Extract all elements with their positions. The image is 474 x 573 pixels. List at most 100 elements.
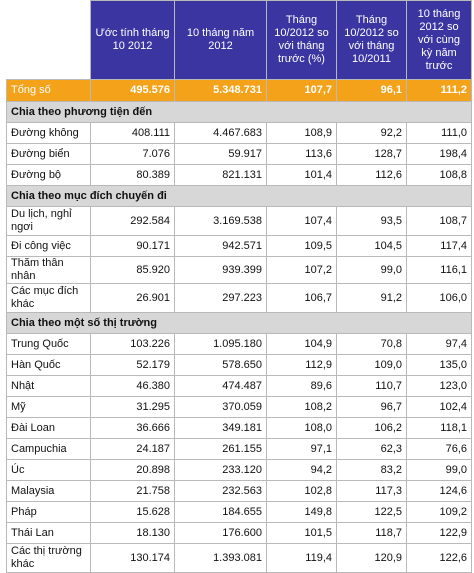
row-value: 108,0 [266,417,337,439]
row-value: 128,7 [336,143,407,165]
row-value: 104,9 [266,333,337,355]
header-ten-months-2012: 10 tháng năm 2012 [174,0,267,80]
row-value: 101,4 [266,164,337,186]
row-value: 122,9 [406,522,472,544]
row-label: Malaysia [6,480,91,502]
visitor-statistics-table: Ước tính tháng 10 2012 10 tháng năm 2012… [6,0,472,573]
row-value: 123,0 [406,375,472,397]
total-value: 96,1 [336,79,407,102]
row-value: 119,4 [266,543,337,573]
row-value: 108,2 [266,396,337,418]
row-value: 117,4 [406,235,472,257]
row-value: 76,6 [406,438,472,460]
row-value: 118,7 [336,522,407,544]
row-value: 20.898 [90,459,175,481]
row-value: 122,5 [336,501,407,523]
section-title: Chia theo mục đích chuyến đi [6,185,472,207]
header-empty-cell [6,0,91,80]
table-row: Đài Loan 36.666 349.181 108,0 106,2 118,1 [6,417,472,439]
table-row: Các thị trường khác 130.174 1.393.081 119,4… [6,543,472,573]
row-value: 108,7 [406,206,472,236]
header-mom-change: Tháng 10/2012 so với tháng trước (%) [266,0,337,80]
table-row: Đường biển 7.076 59.917 113,6 128,7 198,4 [6,143,472,165]
row-value: 7.076 [90,143,175,165]
row-value: 130.174 [90,543,175,573]
row-value: 821.131 [174,164,267,186]
table-row: Mỹ 31.295 370.059 108,2 96,7 102,4 [6,396,472,418]
section-header-row: Chia theo mục đích chuyến đi [6,185,472,207]
row-label: Đường bộ [6,164,91,186]
row-label: Đi công việc [6,235,91,257]
row-value: 292.584 [90,206,175,236]
row-value: 99,0 [406,459,472,481]
row-value: 297.223 [174,283,267,313]
row-value: 106,7 [266,283,337,313]
table-row: Nhật 46.380 474.487 89,6 110,7 123,0 [6,375,472,397]
row-value: 59.917 [174,143,267,165]
row-value: 1.095.180 [174,333,267,355]
row-value: 26.901 [90,283,175,313]
row-value: 70,8 [336,333,407,355]
row-label: Thái Lan [6,522,91,544]
row-value: 111,0 [406,122,472,144]
total-value: 495.576 [90,79,175,102]
row-label: Campuchia [6,438,91,460]
row-value: 233.120 [174,459,267,481]
row-value: 46.380 [90,375,175,397]
row-value: 939.399 [174,256,267,284]
table-row: Các mục đích khác 26.901 297.223 106,7 91,2 1… [6,283,472,313]
row-value: 91,2 [336,283,407,313]
row-value: 232.563 [174,480,267,502]
row-value: 122,6 [406,543,472,573]
row-value: 108,8 [406,164,472,186]
row-value: 198,4 [406,143,472,165]
total-value: 5.348.731 [174,79,267,102]
total-value: 107,7 [266,79,337,102]
table-row: Malaysia 21.758 232.563 102,8 117,3 124,6 [6,480,472,502]
row-value: 109,2 [406,501,472,523]
row-value: 24.187 [90,438,175,460]
row-label: Các thị trường khác [6,543,91,573]
row-value: 578.650 [174,354,267,376]
table-body: Tổng số 495.576 5.348.731 107,7 96,1 111… [6,79,472,573]
row-value: 101,5 [266,522,337,544]
row-value: 124,6 [406,480,472,502]
table-row: Du lịch, nghỉ ngơi 292.584 3.169.538 107,4 9… [6,206,472,236]
row-value: 109,5 [266,235,337,257]
header-yoy-ten-months: 10 tháng 2012 so với cùng kỳ năm trước [406,0,472,80]
header-estimate-oct-2012: Ước tính tháng 10 2012 [90,0,175,80]
total-label: Tổng số [6,79,91,102]
row-value: 80.389 [90,164,175,186]
row-label: Nhật [6,375,91,397]
row-value: 135,0 [406,354,472,376]
table-row: Đường bộ 80.389 821.131 101,4 112,6 108,8 [6,164,472,186]
row-value: 942.571 [174,235,267,257]
table-row: Campuchia 24.187 261.155 97,1 62,3 76,6 [6,438,472,460]
row-label: Đường biển [6,143,91,165]
row-value: 102,8 [266,480,337,502]
table-row: Thái Lan 18.130 176.600 101,5 118,7 122,9 [6,522,472,544]
row-value: 108,9 [266,122,337,144]
row-value: 408.111 [90,122,175,144]
row-value: 184.655 [174,501,267,523]
row-value: 103.226 [90,333,175,355]
row-value: 109,0 [336,354,407,376]
row-value: 85.920 [90,256,175,284]
row-value: 31.295 [90,396,175,418]
table-row: Đường không 408.111 4.467.683 108,9 92,2 111,… [6,122,472,144]
row-value: 106,0 [406,283,472,313]
row-label: Hàn Quốc [6,354,91,376]
table-row: Đi công việc 90.171 942.571 109,5 104,5 117,4 [6,235,472,257]
row-label: Pháp [6,501,91,523]
row-label: Du lịch, nghỉ ngơi [6,206,91,236]
header-row: Ước tính tháng 10 2012 10 tháng năm 2012… [6,0,472,80]
row-value: 116,1 [406,256,472,284]
row-value: 106,2 [336,417,407,439]
row-value: 112,9 [266,354,337,376]
row-value: 90.171 [90,235,175,257]
row-value: 107,4 [266,206,337,236]
row-value: 94,2 [266,459,337,481]
row-value: 107,2 [266,256,337,284]
section-header-row: Chia theo một số thị trường [6,312,472,334]
row-value: 370.059 [174,396,267,418]
